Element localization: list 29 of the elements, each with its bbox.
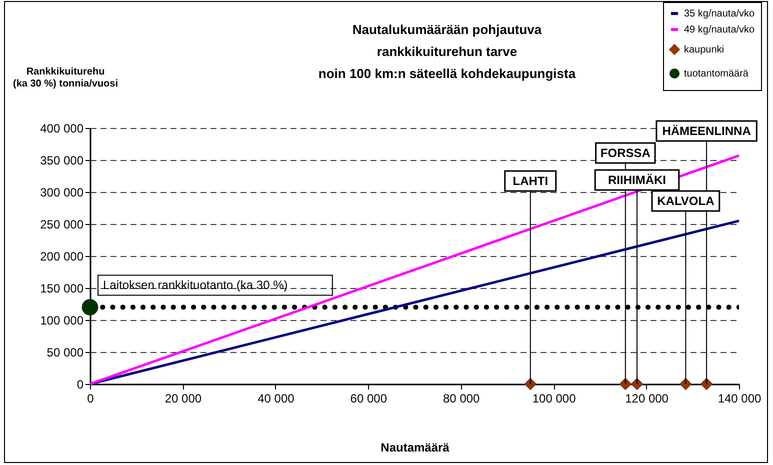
y-tick-label: 100 000 [40,314,84,328]
y-tick-label: 200 000 [40,250,84,264]
y-tick-label: 250 000 [40,218,84,232]
annotation: RIIHIMÄKI [608,173,666,187]
legend-label: 35 kg/nauta/vko [684,8,756,20]
x-tick-label: 40 000 [258,392,295,406]
x-tick-label: 100 000 [532,392,576,406]
y-tick-label: 150 000 [40,282,84,296]
chart-title: Nautalukumäärään pohjautuva rankkikuiturehun tarve noin 100 km:n säteellä kohdekaupungista [318,22,576,81]
annotation: HÄMEENLINNA [662,124,752,138]
x-tick-label: 140 000 [718,392,762,406]
y-tick-label: 400 000 [40,122,84,136]
x-tick-label: 0 [87,392,94,406]
x-tick-label: 80 000 [443,392,480,406]
legend-label: kaupunki [684,44,724,56]
y-tick-label: 50 000 [46,346,84,360]
x-tick-label: 120 000 [625,392,669,406]
y-tick-label: 350 000 [40,154,84,168]
x-tick-label: 60 000 [350,392,388,406]
x-tick-label: 20 000 [164,392,202,406]
y-tick-label: 300 000 [40,186,84,200]
annotation: FORSSA [600,146,651,160]
legend-label: 49 kg/nauta/vko [684,24,756,36]
annotation: LAHTI [512,174,548,188]
y-axis-title: Rankkikuiturehu (ka 30 %) tonnia/vuosi [12,66,118,90]
x-axis-title: Nautamäärä [380,440,450,454]
legend-label: tuotantomäärä [684,68,749,80]
y-tick-label: 0 [76,378,84,392]
annotation: KALVOLA [657,194,715,208]
